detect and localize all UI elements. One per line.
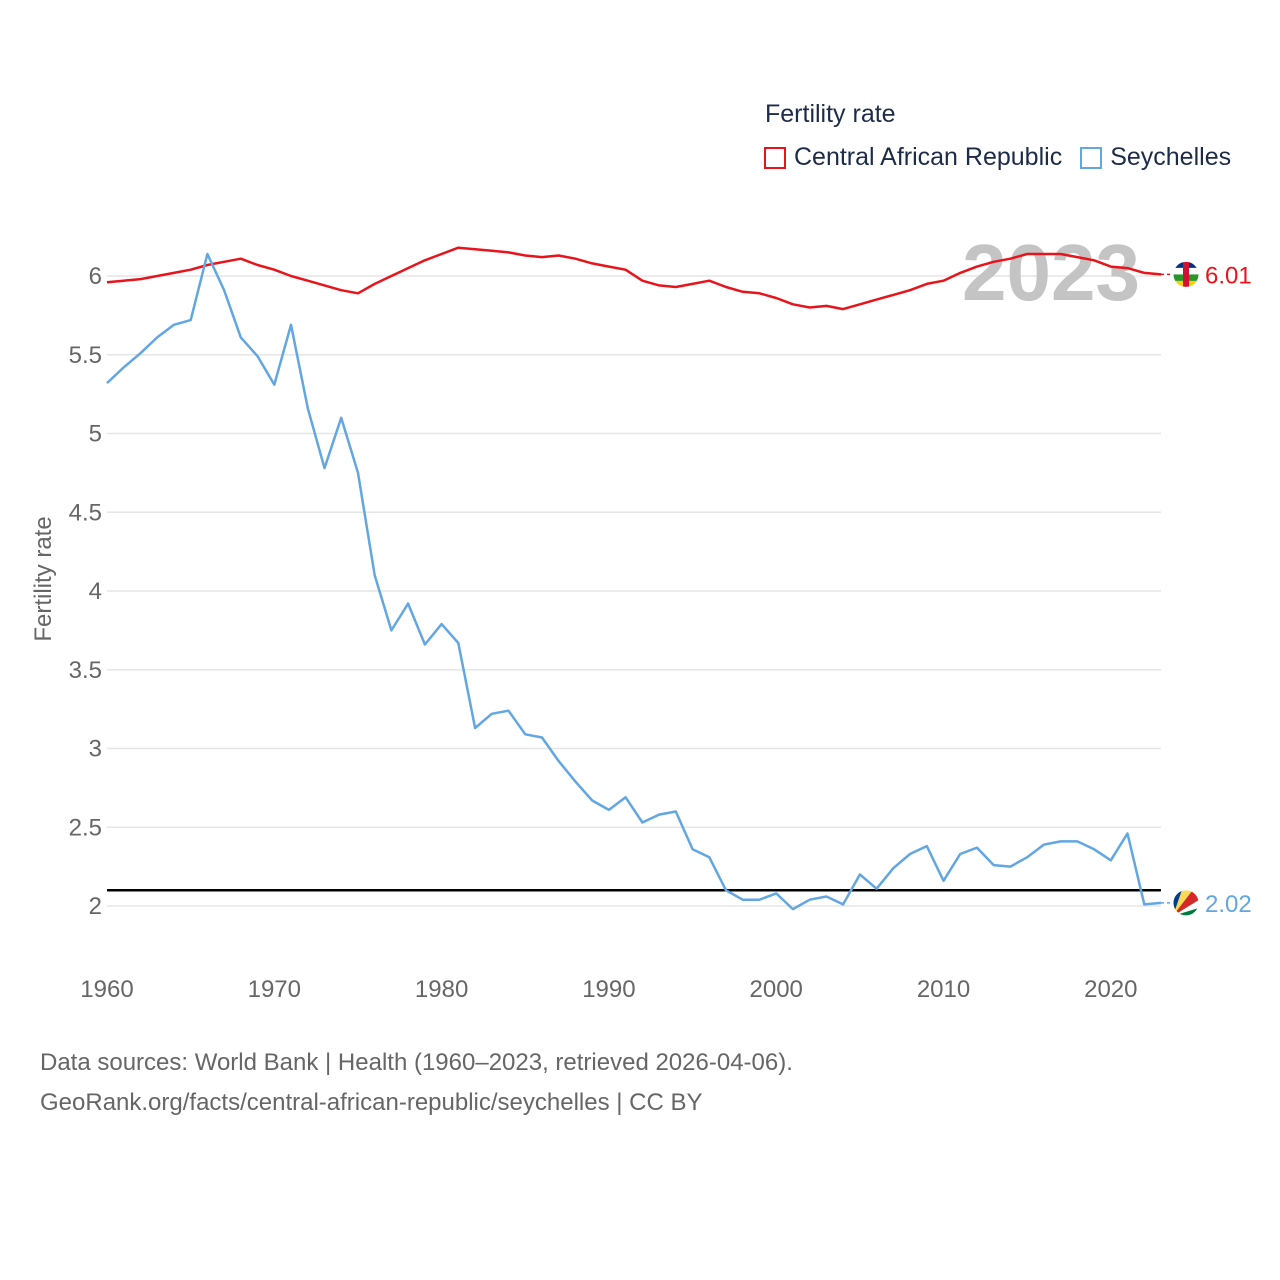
y-axis-ticks: 2 2.5 3 3.5 4 4.5 5 5.5 6 <box>69 263 102 920</box>
y-tick-label: 3.5 <box>69 657 102 684</box>
series-line-central-african-republic[interactable] <box>106 246 1162 311</box>
y-tick-label: 5 <box>89 421 102 448</box>
source-line-2[interactable]: GeoRank.org/facts/central-african-republ… <box>40 1089 703 1116</box>
flag-seychelles-icon <box>1172 889 1200 917</box>
legend-item-seychelles[interactable]: Seychelles <box>1080 143 1231 172</box>
legend: Central African Republic Seychelles <box>764 143 1249 172</box>
x-tick-label: 2010 <box>917 976 970 1003</box>
y-tick-label: 2.5 <box>69 814 102 841</box>
series-lines <box>106 246 1162 911</box>
y-tick-label: 4.5 <box>69 499 102 526</box>
year-watermark: 2023 <box>962 228 1140 317</box>
y-tick-label: 6 <box>89 263 102 290</box>
y-axis-label: Fertility rate <box>30 516 57 641</box>
x-tick-label: 2000 <box>750 976 803 1003</box>
x-axis-ticks: 1960 1970 1980 1990 2000 2010 2020 <box>80 976 1137 1003</box>
series-line-seychelles[interactable] <box>106 252 1162 911</box>
x-tick-label: 1990 <box>582 976 635 1003</box>
source-note: Data sources: World Bank | Health (1960–… <box>40 1043 793 1123</box>
legend-item-central-african-republic[interactable]: Central African Republic <box>764 143 1062 172</box>
x-tick-label: 2020 <box>1084 976 1137 1003</box>
flag-central-african-republic-icon <box>1172 260 1200 288</box>
y-tick-label: 3 <box>89 736 102 763</box>
x-tick-label: 1960 <box>80 976 133 1003</box>
legend-swatch-seychelles <box>1080 146 1103 169</box>
end-markers: 6.01 2.02 <box>1161 260 1252 918</box>
x-tick-label: 1980 <box>415 976 468 1003</box>
legend-title: Fertility rate <box>765 100 896 128</box>
legend-label-seychelles: Seychelles <box>1110 143 1232 171</box>
y-tick-label: 4 <box>89 578 102 605</box>
legend-label-car: Central African Republic <box>794 143 1063 171</box>
legend-swatch-car <box>764 146 786 169</box>
source-line-1: Data sources: World Bank | Health (1960–… <box>40 1049 793 1076</box>
x-tick-label: 1970 <box>248 976 301 1003</box>
y-tick-label: 2 <box>89 893 102 920</box>
end-value-label: 2.02 <box>1205 891 1252 918</box>
end-value-label: 6.01 <box>1205 262 1252 289</box>
y-tick-label: 5.5 <box>69 342 102 369</box>
